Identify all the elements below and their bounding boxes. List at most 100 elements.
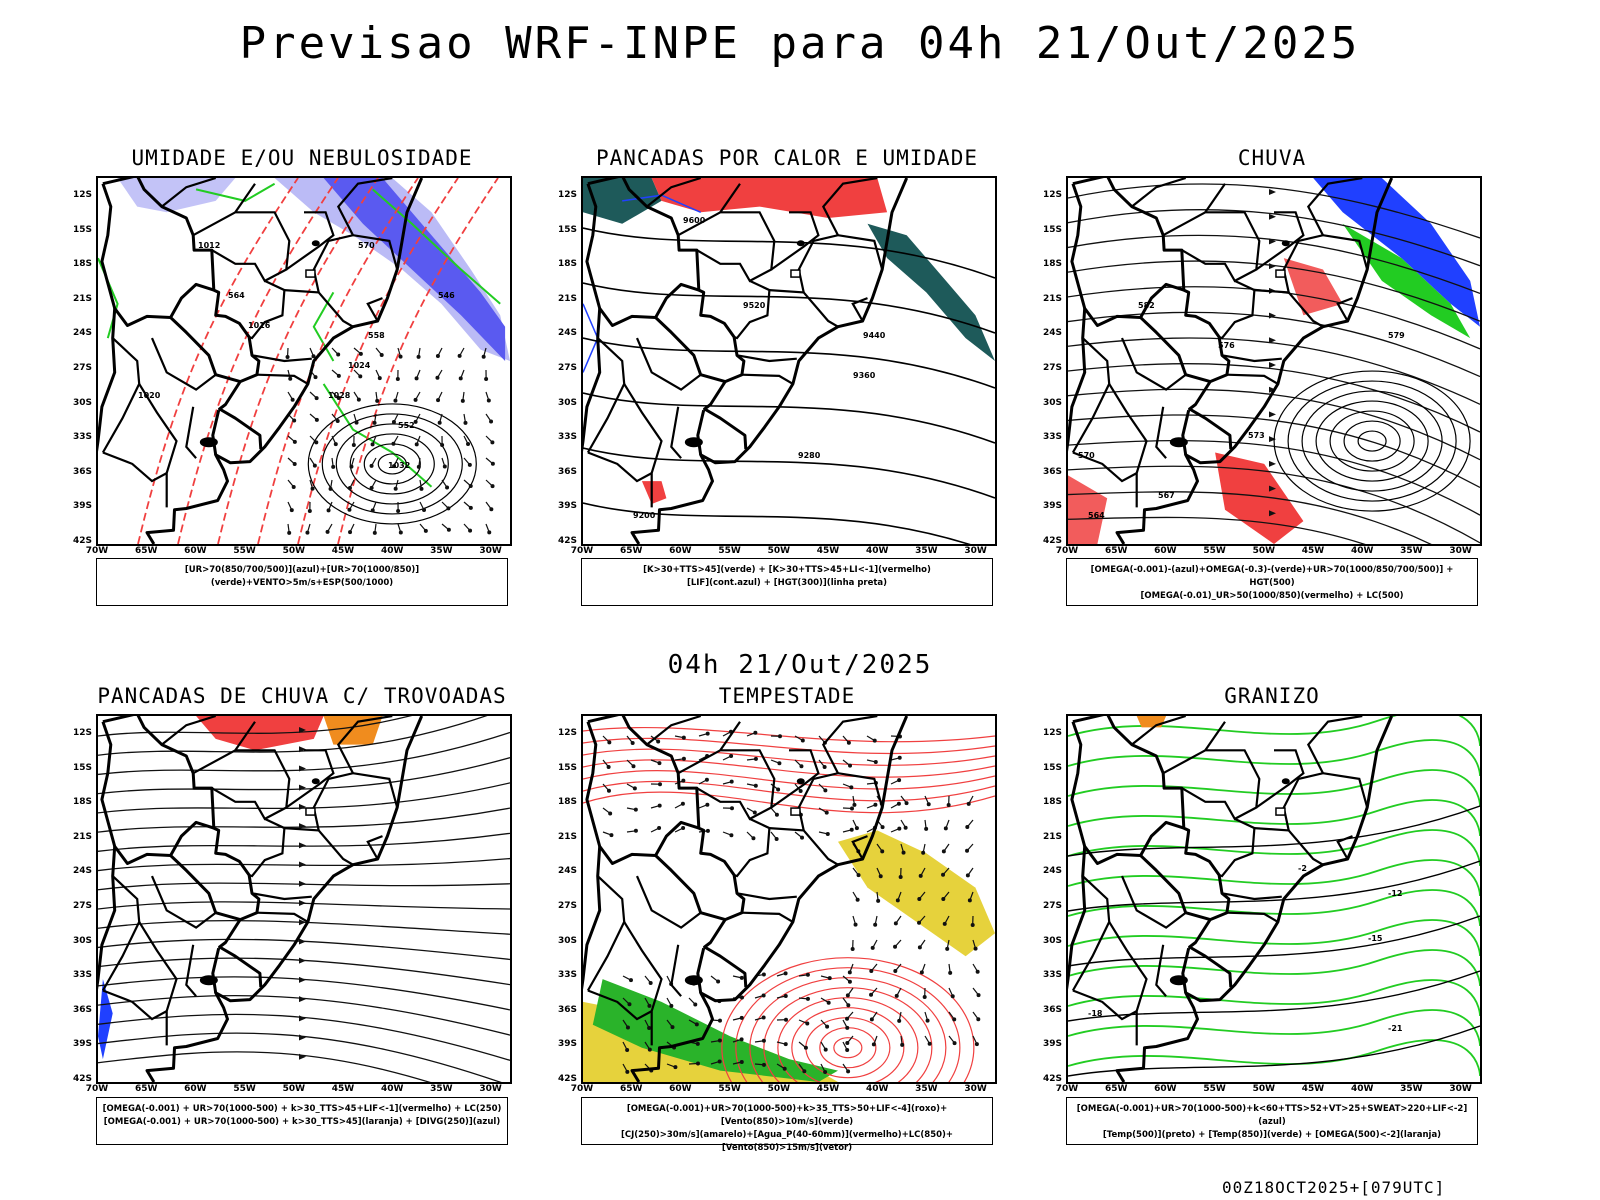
- wind-vector-head: [673, 1065, 678, 1070]
- lon-tick-label: 45W: [816, 1084, 840, 1094]
- humidity-contour: [322, 383, 433, 488]
- lon-tick-label: 30W: [479, 546, 502, 556]
- height-contour: [583, 502, 971, 544]
- wind-vector-head: [896, 801, 901, 806]
- lon-tick-label: 30W: [964, 1084, 987, 1094]
- state-border: [1071, 875, 1111, 992]
- lon-tick-label: 35W: [915, 546, 938, 556]
- country-border: [583, 308, 602, 452]
- lat-tick-label: 42S: [72, 1074, 92, 1084]
- rain-area: [1283, 258, 1343, 316]
- lake-blob: [1169, 975, 1188, 986]
- state-border: [719, 721, 741, 751]
- wind-vector-head: [625, 1025, 630, 1030]
- wind-vector-head: [463, 420, 468, 425]
- country-border: [100, 183, 215, 327]
- wind-vector-head: [440, 442, 445, 447]
- wind-vector-head: [648, 980, 653, 985]
- wind-vector-head: [681, 778, 686, 783]
- thickness-contour: [137, 178, 299, 544]
- wind-vector-head: [335, 418, 340, 423]
- streamline: [98, 994, 510, 1036]
- wind-vector-head: [331, 464, 336, 469]
- wind-vector-head: [705, 802, 710, 807]
- state-border: [234, 721, 256, 751]
- streamline-arrow: [1269, 337, 1276, 344]
- instability-area: [867, 223, 995, 361]
- wind-vector-head: [824, 810, 829, 815]
- wind-vector-head: [739, 1059, 744, 1064]
- state-border: [1155, 406, 1167, 459]
- wind-vector-head: [849, 806, 854, 811]
- temp850-contour: [1068, 739, 1480, 777]
- wind-vector-head: [926, 802, 931, 807]
- state-border: [312, 772, 399, 831]
- atlantic-coastline: [630, 178, 909, 544]
- panel-title: PANCADAS DE CHUVA C/ TROVOADAS: [97, 684, 507, 708]
- wind-vector-head: [336, 352, 341, 357]
- state-border: [1254, 289, 1324, 328]
- wind-vector-head: [927, 1041, 932, 1046]
- wind-vector-head: [855, 897, 860, 902]
- country-border: [1070, 183, 1185, 327]
- wind-vector-head: [669, 1003, 674, 1008]
- wind-vector-head: [285, 354, 290, 359]
- lon-tick-label: 30W: [1449, 1084, 1472, 1094]
- lat-tick-label: 27S: [72, 901, 92, 911]
- wind-vector-head: [753, 730, 758, 735]
- pressure-contour: [1343, 420, 1401, 462]
- country-border: [654, 854, 726, 922]
- temp500-contour: [1068, 805, 1480, 857]
- wind-vector-head: [856, 873, 861, 878]
- lon-tick-label: 45W: [331, 1084, 355, 1094]
- lat-tick-label: 36S: [557, 1004, 577, 1015]
- lat-tick-label: 42S: [557, 536, 577, 546]
- wind-vector-head: [413, 419, 418, 424]
- lat-tick-label: 39S: [557, 1039, 577, 1050]
- legend-line: [OMEGA(-0.01)_UR>50(1000/850)(vermelho) …: [1140, 591, 1404, 601]
- divergence-area: [98, 979, 113, 1060]
- streamline: [1068, 516, 1366, 544]
- streamline-arrow: [299, 900, 306, 906]
- lat-tick-label: 21S: [72, 831, 92, 842]
- wind-vector-head: [871, 1042, 876, 1047]
- lon-tick-label: 35W: [1400, 1084, 1423, 1094]
- lake-blob: [311, 240, 320, 247]
- streamline-arrow: [299, 765, 306, 772]
- lat-tick-label: 36S: [72, 1004, 92, 1015]
- wind-vector-head: [333, 442, 338, 447]
- streamline-arrow: [299, 746, 306, 753]
- wind-vector-head: [391, 441, 396, 446]
- wind-vector-head: [292, 418, 297, 423]
- contour-label: -2: [1298, 864, 1307, 873]
- wind-vector-head: [347, 486, 352, 491]
- wind-vector-head: [414, 376, 419, 381]
- wind-vector-head: [774, 837, 779, 842]
- legend-line: [OMEGA(-0.001) + UR>70(1000-500) + k>30_…: [103, 1117, 501, 1127]
- wind-vector-head: [850, 946, 855, 951]
- lat-tick-label: 27S: [1042, 901, 1062, 911]
- wind-vector-head: [466, 442, 471, 447]
- wind-vector-head: [423, 528, 428, 533]
- contour-label: -12: [1388, 889, 1402, 898]
- pressure-contour: [321, 413, 463, 515]
- state-border: [256, 373, 309, 385]
- wind-vector-head: [753, 783, 758, 788]
- lake-blob: [790, 269, 801, 278]
- wind-vector-head: [395, 376, 400, 381]
- wind-vector-head: [917, 896, 922, 901]
- streamline: [98, 757, 510, 795]
- wind-vector-head: [657, 761, 662, 766]
- wind-vector-head: [777, 761, 782, 766]
- wind-vector-head: [657, 782, 662, 787]
- state-border: [770, 211, 820, 271]
- wind-vector-head: [783, 993, 788, 998]
- state-border: [1254, 827, 1324, 866]
- country-border: [696, 947, 706, 994]
- wind-vector-head: [490, 484, 495, 489]
- wind-vector-head: [354, 420, 359, 425]
- state-border: [741, 911, 794, 923]
- wind-vector-head: [846, 740, 851, 745]
- lat-tick-label: 30S: [72, 397, 92, 408]
- contour-label: 579: [1388, 331, 1405, 340]
